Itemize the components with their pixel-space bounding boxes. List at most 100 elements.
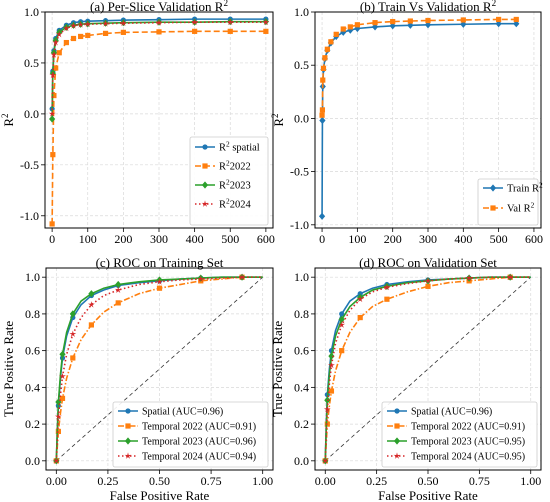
legend-entry: Temporal 2024 (AUC=0.95) (411, 452, 525, 463)
x-tick-label: 0.50 (149, 474, 170, 488)
y-axis-label: True Positive Rate (1, 321, 16, 418)
y-tick-label: 1.0 (294, 270, 309, 284)
x-tick-label: 0.25 (97, 474, 118, 488)
data-point (356, 295, 364, 303)
data-point (48, 110, 56, 117)
data-point (357, 291, 363, 297)
y-axis-label: R2 (0, 113, 16, 127)
data-point (85, 32, 91, 39)
data-point (357, 314, 363, 321)
x-tick-label: 600 (525, 232, 543, 246)
data-point (340, 26, 346, 32)
legend-entry: Temporal 2022 (AUC=0.91) (142, 422, 256, 433)
legend-entry: Temporal 2023 (AUC=0.95) (411, 437, 525, 448)
x-tick-label: 400 (454, 232, 472, 246)
data-point (354, 22, 360, 28)
y-tick-label: 0.2 (25, 417, 40, 431)
data-point (84, 20, 92, 28)
data-point (53, 65, 59, 71)
data-point (384, 296, 390, 302)
data-point (54, 413, 62, 420)
y-axis-label: True Positive Rate (270, 321, 285, 418)
series-line (324, 276, 531, 461)
legend: Spatial (AUC=0.96) Temporal 2022 (AUC=0.9… (112, 401, 269, 468)
data-point (88, 322, 94, 328)
legend: R2 spatial R22022 R22023 R22024 (189, 136, 269, 226)
x-axis-label: False Positive Rate (378, 488, 478, 502)
chart-title: (b) Train Vs Validation R2 (360, 0, 497, 14)
data-point (324, 46, 330, 52)
y-tick-label: 0.2 (294, 417, 309, 431)
legend: Spatial (AUC=0.96) Temporal 2022 (AUC=0.9… (381, 401, 538, 468)
data-point (321, 457, 329, 464)
data-point (59, 350, 66, 358)
data-point (328, 39, 334, 45)
x-tick-label: 0.75 (469, 474, 490, 488)
x-tick-label: 1.00 (252, 474, 273, 488)
y-tick-label: -0.5 (20, 158, 39, 172)
data-point (59, 372, 66, 380)
data-point (424, 277, 432, 284)
data-point (383, 283, 391, 291)
legend-entry: Temporal 2024 (AUC=0.94) (142, 452, 256, 463)
y-tick-label: 0.6 (294, 344, 309, 358)
data-point (69, 310, 76, 318)
x-tick-label: 100 (79, 232, 97, 246)
chart-title: (c) ROC on Training Set (96, 255, 224, 270)
data-point (115, 300, 121, 306)
legend-swatch-marker (202, 144, 208, 150)
data-point (50, 51, 58, 58)
data-point (318, 212, 326, 220)
legend-entry: R22024 (219, 196, 251, 211)
x-tick-label: 300 (150, 232, 168, 246)
data-point (333, 31, 339, 37)
data-point (49, 221, 55, 227)
legend-box (112, 401, 269, 468)
data-point (49, 115, 56, 123)
legend-swatch-marker (393, 452, 401, 459)
x-tick-label: 0.00 (46, 474, 67, 488)
legend-entry: Temporal 2022 (AUC=0.91) (411, 422, 525, 433)
series-2 (319, 16, 519, 118)
data-point (506, 273, 514, 281)
data-point (320, 65, 327, 71)
data-point (192, 28, 198, 34)
legend-swatch-marker (125, 408, 131, 414)
x-tick-label: 0.50 (418, 474, 439, 488)
legend-swatch-marker (394, 408, 400, 414)
chart-panel-4: 0.00 0.25 0.50 0.75 1.00 0.0 0.2 0.4 0.6 0.8 1.0 (d… (270, 255, 542, 502)
data-point (328, 388, 335, 394)
data-point (191, 18, 199, 26)
chart-title: (d) ROC on Validation Set (359, 255, 497, 270)
data-point (102, 30, 109, 36)
data-point (390, 18, 396, 25)
data-point (263, 28, 269, 34)
data-point (262, 18, 270, 26)
y-tick-label: 0.5 (24, 56, 39, 70)
series-line (321, 18, 517, 116)
series-2 (49, 28, 269, 227)
data-point (156, 278, 163, 285)
y-tick-label: 0.5 (294, 58, 309, 72)
x-tick-label: 600 (257, 232, 275, 246)
y-tick-label: -0.5 (290, 165, 309, 179)
x-tick-label: 1.00 (520, 474, 541, 488)
x-tick-label: 500 (490, 232, 508, 246)
x-tick-label: 0.25 (366, 474, 387, 488)
legend-swatch-marker (490, 205, 496, 211)
y-axis-label: R2 (270, 113, 286, 127)
series-4 (52, 273, 263, 464)
data-point (319, 107, 326, 113)
legend-entry: Spatial (AUC=0.96) (142, 407, 223, 418)
legend-swatch-marker (125, 423, 131, 429)
legend-swatch-marker (201, 200, 209, 207)
y-tick-label: 1.0 (24, 5, 39, 19)
y-tick-label: 0.0 (25, 454, 40, 468)
data-point (88, 290, 95, 298)
x-tick-label: 100 (348, 232, 366, 246)
data-point (114, 286, 122, 293)
data-point (156, 285, 163, 291)
data-point (55, 398, 62, 406)
series-line (55, 276, 263, 461)
data-point (78, 33, 84, 40)
